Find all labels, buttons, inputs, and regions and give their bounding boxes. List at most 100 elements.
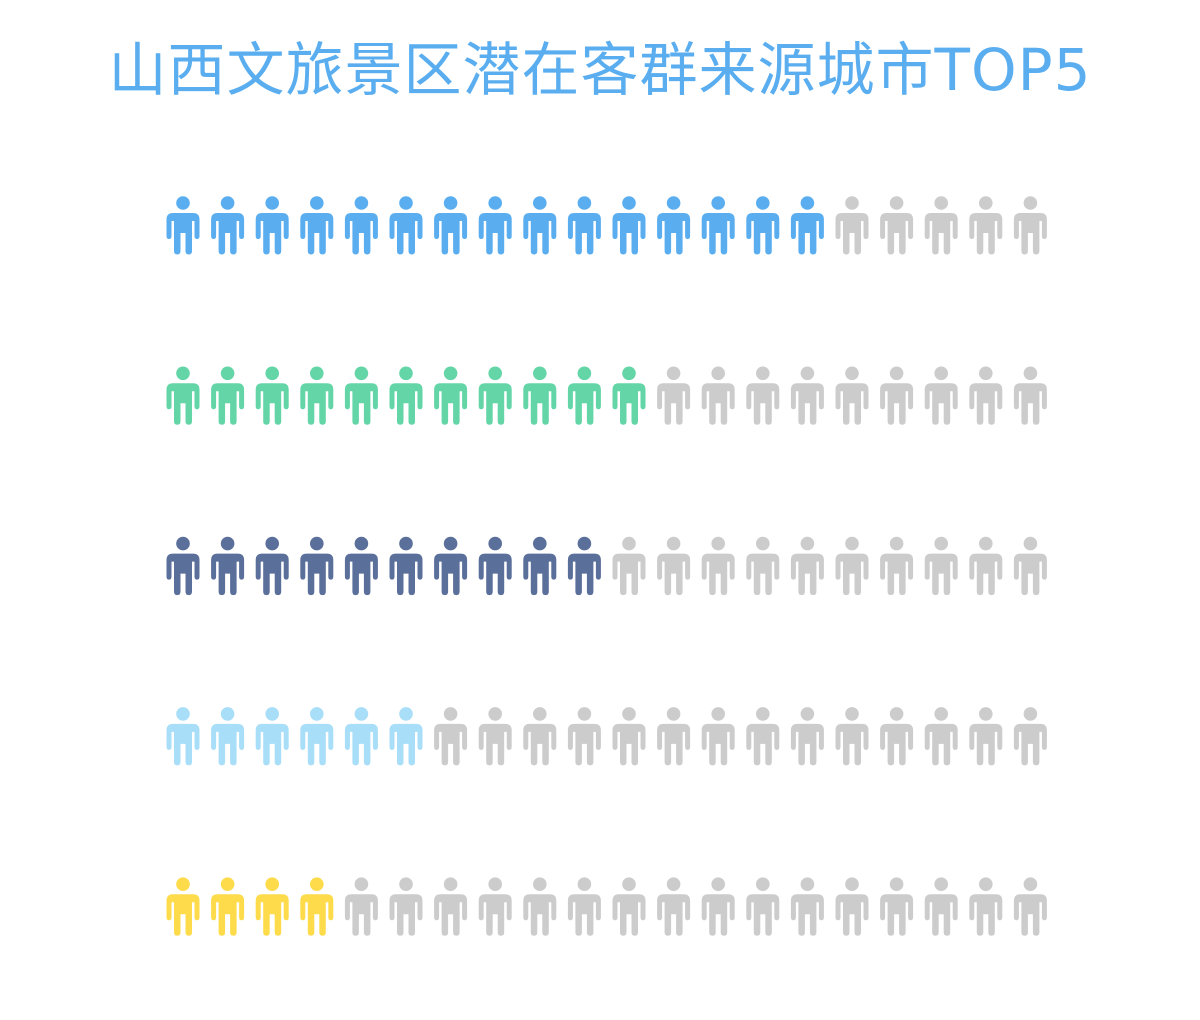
person-icon-filled [255,877,289,936]
person-icon-filled [790,196,824,255]
chart-title: 山西文旅景区潜在客群来源城市TOP5 [108,36,1092,104]
pictogram-row [166,366,1047,425]
person-icon-filled [478,366,512,425]
person-icon-empty [790,536,824,596]
person-icon-filled [657,196,691,255]
person-icon-empty [612,707,646,766]
person-icon-empty [969,536,1003,596]
person-icon-empty [746,536,780,596]
person-icon-empty [924,707,958,766]
person-icon-filled [434,536,468,596]
person-icon-empty [1013,536,1047,596]
person-icon-filled [389,366,423,425]
person-icon-filled [746,196,780,255]
person-icon-filled [211,707,245,766]
pictogram-row [166,536,1047,596]
person-icon-filled [567,196,601,255]
person-icon-empty [657,366,691,425]
person-icon-empty [924,536,958,596]
person-icon-empty [924,196,958,255]
person-icon-filled [166,707,200,766]
person-icon-empty [1013,877,1047,936]
person-icon-filled [300,196,334,255]
person-icon-empty [389,877,423,936]
person-icon-filled [255,366,289,425]
person-icon-filled [612,196,646,255]
person-icon-filled [701,196,735,255]
person-icon-empty [1013,707,1047,766]
person-icon-filled [567,366,601,425]
person-icon-filled [166,877,200,936]
person-icon-empty [880,366,914,425]
person-icon-empty [969,877,1003,936]
person-icon-empty [924,877,958,936]
person-icon-empty [746,366,780,425]
person-icon-filled [523,366,557,425]
person-icon-empty [880,707,914,766]
person-icon-filled [255,707,289,766]
person-icon-empty [1013,366,1047,425]
person-icon-empty [790,707,824,766]
person-icon-empty [835,877,869,936]
person-icon-filled [300,536,334,596]
person-icon-empty [523,707,557,766]
person-icon-empty [746,877,780,936]
pictogram-row [166,196,1047,255]
person-icon-empty [523,877,557,936]
person-icon-empty [924,366,958,425]
person-icon-filled [300,366,334,425]
person-icon-empty [657,877,691,936]
person-icon-filled [389,536,423,596]
person-icon-filled [389,707,423,766]
person-icon-filled [166,366,200,425]
person-icon-empty [880,536,914,596]
person-icon-empty [478,707,512,766]
person-icon-empty [969,707,1003,766]
person-icon-filled [612,366,646,425]
person-icon-filled [389,196,423,255]
pictogram-row [166,707,1047,766]
person-icon-filled [478,196,512,255]
person-icon-filled [255,196,289,255]
person-icon-filled [300,707,334,766]
person-icon-empty [657,707,691,766]
person-icon-empty [612,536,646,596]
person-icon-filled [434,366,468,425]
person-icon-filled [434,196,468,255]
person-icon-empty [612,877,646,936]
person-icon-filled [211,877,245,936]
person-icon-empty [701,707,735,766]
person-icon-empty [835,536,869,596]
person-icon-empty [434,877,468,936]
person-icon-empty [701,877,735,936]
person-icon-empty [478,877,512,936]
person-icon-empty [969,366,1003,425]
person-icon-empty [790,877,824,936]
person-icon-empty [567,877,601,936]
person-icon-filled [523,196,557,255]
person-icon-empty [835,196,869,255]
person-icon-filled [255,536,289,596]
person-icon-filled [166,196,200,255]
person-icon-empty [567,707,601,766]
person-icon-filled [211,536,245,596]
person-icon-filled [211,366,245,425]
person-icon-empty [880,877,914,936]
person-icon-empty [746,707,780,766]
pictogram-row [166,877,1047,936]
person-icon-empty [1013,196,1047,255]
person-icon-empty [835,366,869,425]
person-icon-filled [344,707,378,766]
person-icon-filled [478,536,512,596]
person-icon-filled [567,536,601,596]
person-icon-empty [701,536,735,596]
person-icon-filled [166,536,200,596]
person-icon-empty [701,366,735,425]
person-icon-filled [300,877,334,936]
person-icon-empty [880,196,914,255]
person-icon-filled [211,196,245,255]
person-icon-empty [969,196,1003,255]
person-icon-empty [344,877,378,936]
person-icon-empty [657,536,691,596]
